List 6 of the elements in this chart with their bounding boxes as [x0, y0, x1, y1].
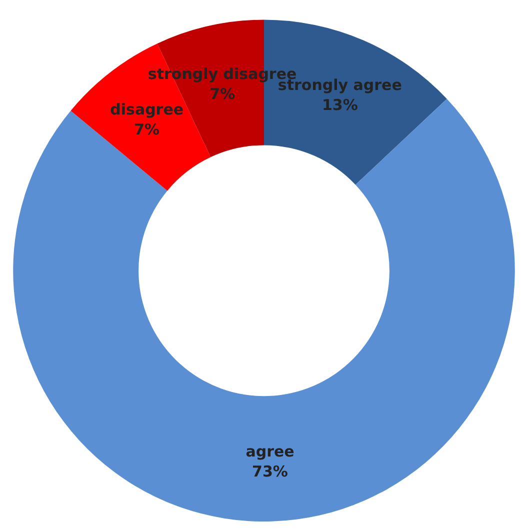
data-label: 73% [252, 462, 288, 481]
slice-label: agree [246, 442, 294, 461]
data-label: 13% [322, 96, 358, 114]
slice-label: disagree [110, 100, 184, 119]
data-label: 7% [210, 85, 236, 104]
data-label: 7% [134, 120, 160, 139]
